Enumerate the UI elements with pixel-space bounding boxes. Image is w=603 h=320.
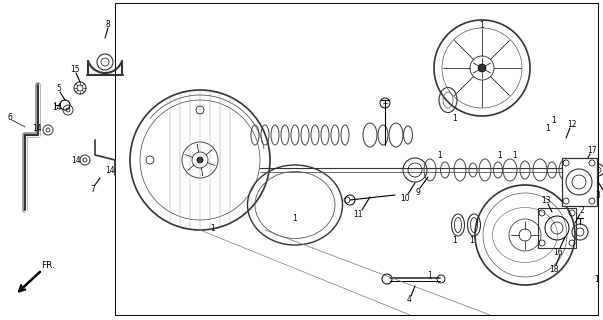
Text: 1: 1 bbox=[453, 236, 457, 244]
Text: 1: 1 bbox=[453, 114, 457, 123]
Text: 5: 5 bbox=[57, 84, 62, 92]
Text: 1: 1 bbox=[497, 150, 502, 159]
Text: 14: 14 bbox=[71, 156, 81, 164]
Text: 1: 1 bbox=[595, 276, 599, 284]
Text: 2: 2 bbox=[579, 205, 584, 214]
Text: 17: 17 bbox=[587, 146, 597, 155]
Text: 11: 11 bbox=[353, 210, 363, 219]
Text: 1: 1 bbox=[292, 213, 297, 222]
Text: 1: 1 bbox=[552, 116, 557, 124]
Text: 4: 4 bbox=[406, 295, 411, 305]
Text: 1: 1 bbox=[546, 124, 551, 132]
Text: 18: 18 bbox=[549, 265, 559, 274]
Text: 1: 1 bbox=[479, 20, 484, 29]
Text: FR.: FR. bbox=[41, 260, 55, 269]
Text: 1: 1 bbox=[470, 236, 475, 244]
Text: 14: 14 bbox=[105, 165, 115, 174]
Bar bbox=[538, 208, 576, 248]
Circle shape bbox=[478, 64, 486, 72]
Text: 14: 14 bbox=[52, 102, 62, 111]
Text: 12: 12 bbox=[567, 119, 576, 129]
Text: 3: 3 bbox=[596, 190, 601, 199]
Text: 1: 1 bbox=[438, 150, 443, 159]
Text: 8: 8 bbox=[106, 20, 110, 28]
Text: 7: 7 bbox=[90, 185, 95, 194]
Text: 10: 10 bbox=[400, 194, 410, 203]
Text: 9: 9 bbox=[415, 188, 420, 196]
Text: 1: 1 bbox=[428, 270, 432, 279]
Text: 1: 1 bbox=[210, 223, 215, 233]
Text: 1: 1 bbox=[513, 150, 517, 159]
Text: 13: 13 bbox=[541, 196, 551, 204]
Text: 6: 6 bbox=[8, 113, 13, 122]
Text: 15: 15 bbox=[70, 65, 80, 74]
Circle shape bbox=[197, 157, 203, 163]
Text: 16: 16 bbox=[553, 247, 563, 257]
Text: 14: 14 bbox=[32, 124, 42, 132]
Bar bbox=[562, 158, 597, 206]
